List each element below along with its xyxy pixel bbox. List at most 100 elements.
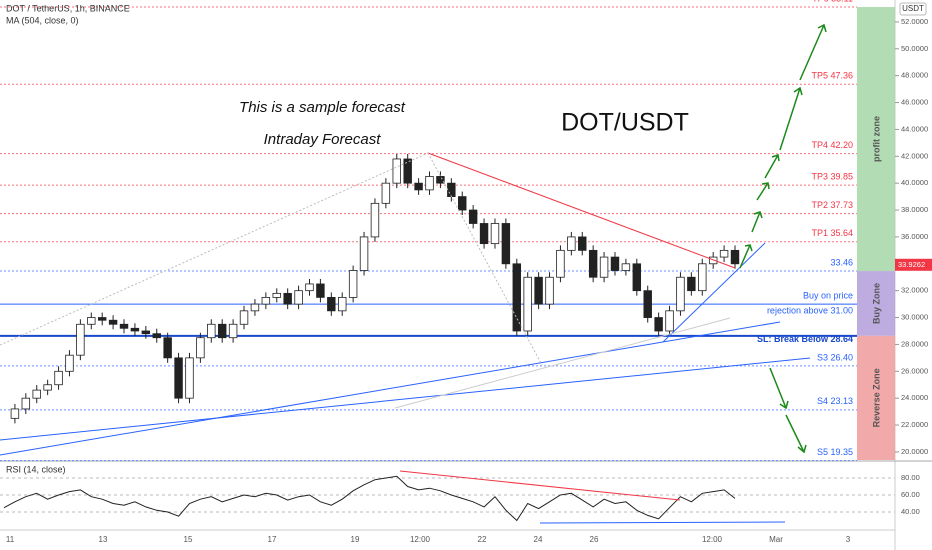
x-tick-label: 19 <box>351 535 360 544</box>
x-tick-label: 26 <box>590 535 599 544</box>
candle-body <box>632 263 642 292</box>
up-arrow <box>779 86 803 151</box>
candle-body <box>447 182 456 198</box>
y-tick-label: 48.0000 <box>901 71 928 80</box>
candle-body <box>228 323 238 339</box>
candle-body <box>687 276 696 292</box>
candle-body <box>698 263 707 292</box>
candle-body <box>370 202 380 238</box>
currency-box <box>899 2 927 16</box>
level-label: 33.46 <box>830 257 853 267</box>
level-label: S3 26.40 <box>817 352 853 362</box>
level-label: TP3 39.85 <box>811 172 853 182</box>
candle-body <box>185 357 194 399</box>
x-tick-label: 13 <box>99 535 108 544</box>
candle-body <box>250 303 260 312</box>
x-tick-label: 22 <box>478 535 487 544</box>
x-tick-label: 11 <box>6 535 15 544</box>
candle-body <box>665 310 674 332</box>
arrows <box>739 23 827 454</box>
candle-body <box>730 249 740 265</box>
candle-body <box>676 276 685 312</box>
candle-body <box>152 333 161 339</box>
candle-body <box>21 397 31 410</box>
y-tick-label: 22.0000 <box>901 420 928 429</box>
y-tick-label: 24.0000 <box>901 393 928 402</box>
candle-body <box>261 296 271 305</box>
level-label: S5 19.35 <box>817 447 853 457</box>
candle-body <box>283 292 292 305</box>
rsi-tick-label: 60.00 <box>901 490 920 499</box>
x-tick-label: 12:00 <box>410 535 431 544</box>
annotation: Intraday Forecast <box>264 131 382 148</box>
candle-body <box>294 290 303 305</box>
down-arrow <box>785 414 807 454</box>
y-tick-label: 28.0000 <box>901 339 928 348</box>
candle-body <box>458 196 467 211</box>
candle-body <box>588 249 598 278</box>
x-tick-label: 3 <box>846 535 851 544</box>
candle-body <box>10 408 20 419</box>
candle-body <box>599 256 609 278</box>
level-label: S4 23.13 <box>817 396 853 406</box>
candle-body <box>130 327 140 332</box>
support-line <box>662 242 766 343</box>
candle-body <box>217 323 227 339</box>
up-arrow <box>751 211 763 233</box>
candle-body <box>556 249 565 278</box>
trend-line <box>0 357 811 441</box>
zone <box>857 6 895 272</box>
candle-body <box>338 296 347 312</box>
candle-body <box>523 276 532 332</box>
x-tick-label: 17 <box>268 535 277 544</box>
candle-body <box>479 223 489 245</box>
fib-line <box>427 152 543 366</box>
candle-body <box>708 256 718 265</box>
candle-body <box>174 357 183 399</box>
y-tick-label: 26.0000 <box>901 366 928 375</box>
candle-body <box>403 158 412 184</box>
zone-label: Reverse Zone <box>871 368 881 427</box>
candle-body <box>621 263 631 271</box>
y-tick-label: 46.0000 <box>901 98 928 107</box>
x-tick-label: 12:00 <box>702 535 723 544</box>
x-tick-label: 15 <box>184 535 193 544</box>
level-label: TP1 35.64 <box>811 228 853 238</box>
candle-body <box>65 354 74 372</box>
candle-body <box>490 223 500 245</box>
candle-body <box>348 270 358 298</box>
y-tick-label: 36.0000 <box>901 232 928 241</box>
rsi-line <box>3 475 736 522</box>
candle-body <box>141 330 151 335</box>
candle-body <box>43 384 52 391</box>
candle-body <box>425 176 434 191</box>
rsi-tick-label: 40.00 <box>901 507 920 516</box>
currency-label: USDT <box>902 4 924 13</box>
candle-body <box>163 337 172 359</box>
up-arrow <box>799 23 827 81</box>
candle-body <box>654 317 663 332</box>
zone-label: Buy Zone <box>871 283 881 324</box>
candle-body <box>359 236 369 271</box>
candle-body <box>501 223 511 265</box>
candle-body <box>272 292 281 298</box>
candle-body <box>239 310 249 325</box>
zone <box>857 335 895 460</box>
level-label: SL: Break Below 28.64 <box>757 334 853 344</box>
up-arrow <box>739 244 753 269</box>
zone <box>857 271 895 336</box>
trend-lines <box>0 152 811 456</box>
candle-body <box>381 182 391 204</box>
candle-body <box>578 236 587 251</box>
y-tick-label: 32.0000 <box>901 286 928 295</box>
candle-body <box>468 209 478 224</box>
rsi-support <box>539 521 786 524</box>
up-arrow <box>756 182 770 201</box>
candle-body <box>54 370 63 386</box>
y-tick-label: 30.0000 <box>901 313 928 322</box>
resistance-line <box>427 152 736 269</box>
up-arrow <box>764 154 780 179</box>
last-price-label: 33.9262 <box>898 260 925 269</box>
